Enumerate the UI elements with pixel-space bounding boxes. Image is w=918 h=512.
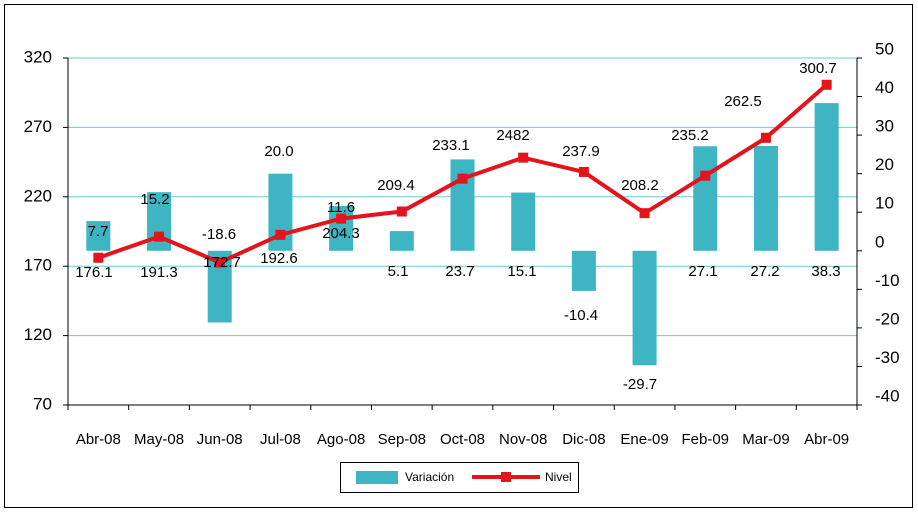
- line-value-label: 192.6: [260, 250, 298, 267]
- bar-value-label: -18.6: [202, 226, 236, 243]
- x-tick-label: Ago-08: [317, 431, 365, 448]
- legend-label: Nivel: [545, 470, 572, 484]
- line-value-label: 191.3: [140, 264, 178, 281]
- line-value-label: 209.4: [377, 177, 415, 194]
- legend-swatch: [356, 471, 398, 484]
- line-marker: [154, 231, 165, 242]
- bar-value-label: 5.1: [388, 263, 409, 280]
- bar-value-label: 15.1: [507, 263, 536, 280]
- x-tick-label: Jun-08: [197, 431, 243, 448]
- x-tick-label: Sep-08: [378, 431, 426, 448]
- line-value-label: 176.1: [75, 264, 113, 281]
- line-marker: [336, 213, 347, 224]
- line-marker: [639, 208, 650, 219]
- bar-value-label: 27.1: [688, 263, 717, 280]
- line-marker: [457, 173, 468, 184]
- bar: [753, 145, 778, 251]
- bar-value-label: 20.0: [264, 143, 293, 160]
- line-value-label: 300.7: [799, 60, 837, 77]
- y2-tick-label: -10: [875, 271, 900, 290]
- line-marker: [700, 170, 711, 181]
- bar-value-label: -10.4: [564, 307, 598, 324]
- line-value-label: 235.2: [671, 127, 709, 144]
- bar: [632, 250, 657, 366]
- y-tick-label: 270: [24, 117, 52, 136]
- bar: [389, 231, 414, 251]
- y2-tick-label: -30: [875, 348, 900, 367]
- x-tick-label: Jul-08: [260, 431, 301, 448]
- x-tick-label: Oct-08: [440, 431, 485, 448]
- line-value-label: 262.5: [724, 93, 762, 110]
- y2-tick-label: 50: [875, 39, 894, 58]
- line-value-label: 237.9: [562, 143, 600, 160]
- y2-tick-label: 20: [875, 155, 894, 174]
- line-marker: [760, 132, 771, 143]
- bar-value-label: 15.2: [140, 191, 169, 208]
- line-value-label: 208.2: [621, 177, 659, 194]
- bar-value-label: 7.7: [88, 223, 109, 240]
- bar: [511, 192, 536, 251]
- bar: [450, 159, 475, 251]
- y-tick-label: 70: [33, 394, 52, 413]
- x-tick-label: May-08: [134, 431, 184, 448]
- y2-tick-label: 40: [875, 78, 894, 97]
- line-marker: [578, 166, 589, 177]
- x-tick-label: Nov-08: [499, 431, 547, 448]
- bar-value-label: 38.3: [811, 263, 840, 280]
- line-value-label: 233.1: [432, 137, 470, 154]
- line-value-label: 2482: [496, 127, 529, 144]
- bar: [329, 206, 354, 251]
- y-tick-label: 120: [24, 325, 52, 344]
- line-marker: [821, 79, 832, 90]
- y-tick-label: 320: [24, 47, 52, 66]
- y2-tick-label: 0: [875, 232, 884, 251]
- y2-tick-label: -20: [875, 309, 900, 328]
- x-tick-label: Dic-08: [562, 431, 605, 448]
- line-marker: [396, 206, 407, 217]
- bar-value-label: -29.7: [623, 376, 657, 393]
- bar-value-label: 11.6: [327, 199, 355, 216]
- legend-label: Variación: [405, 470, 454, 484]
- line-marker: [275, 229, 286, 240]
- line-value-label: 204.3: [322, 225, 360, 242]
- chart-border: [4, 4, 913, 508]
- x-tick-label: Mar-09: [742, 431, 790, 448]
- line-marker: [518, 152, 529, 163]
- x-tick-label: Feb-09: [682, 431, 730, 448]
- x-tick-label: Ene-09: [620, 431, 668, 448]
- bar: [86, 221, 111, 251]
- bar-value-label: 27.2: [750, 263, 779, 280]
- bar-value-label: 23.7: [445, 263, 474, 280]
- y-tick-label: 220: [24, 186, 52, 205]
- y2-tick-label: -40: [875, 386, 900, 405]
- y2-tick-label: 10: [875, 194, 894, 213]
- bar: [571, 250, 596, 291]
- bar: [814, 103, 839, 251]
- x-tick-label: Abr-09: [804, 431, 849, 448]
- line-marker: [93, 252, 104, 263]
- bar: [693, 146, 718, 251]
- y-tick-label: 170: [24, 256, 52, 275]
- y2-tick-label: 30: [875, 117, 894, 136]
- x-tick-label: Abr-08: [76, 431, 121, 448]
- line-value-label: 172.7: [203, 254, 241, 271]
- line-marker: [214, 257, 225, 268]
- legend-swatch: [501, 472, 511, 482]
